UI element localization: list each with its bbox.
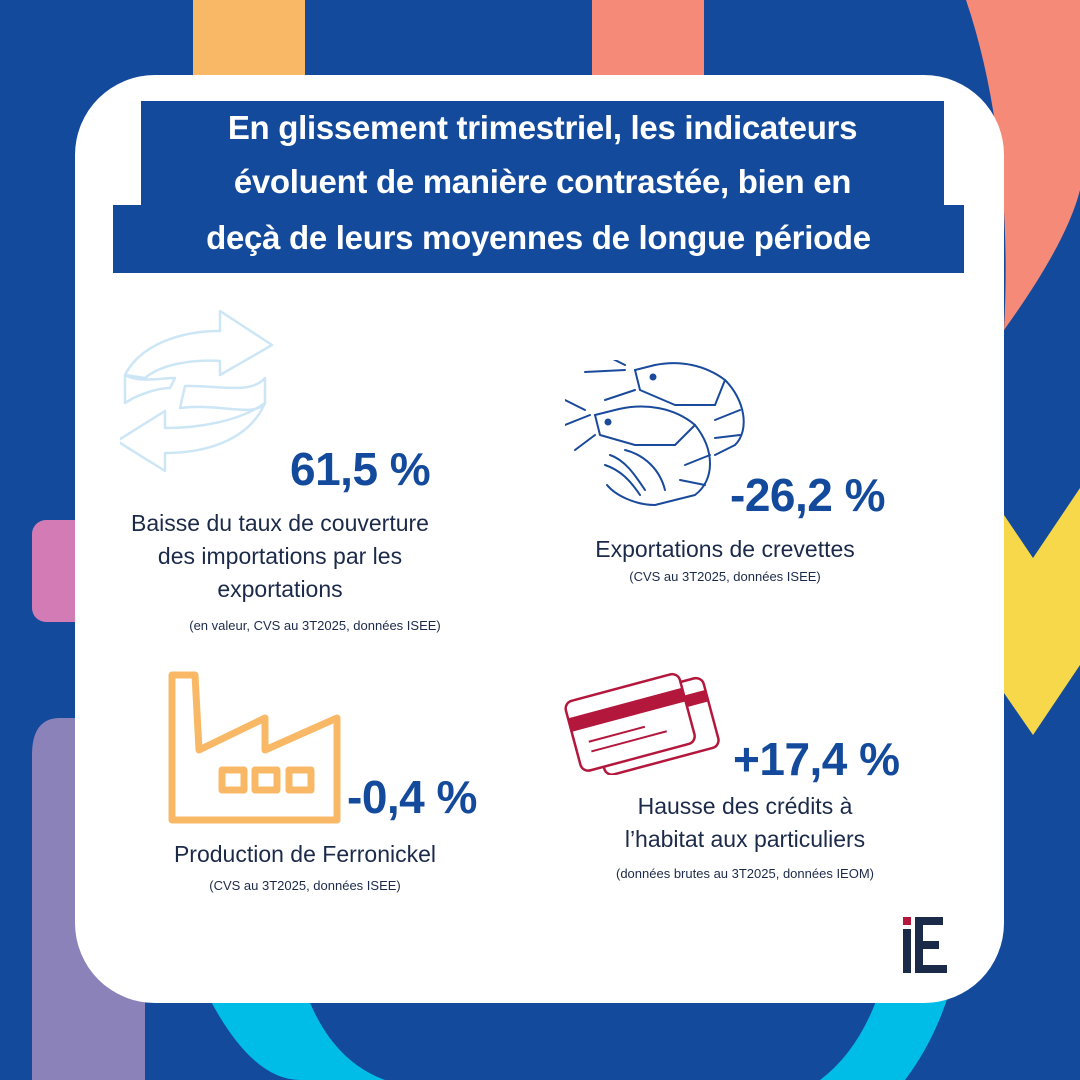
- exchange-arrows-icon: [120, 309, 274, 473]
- logo-i-stem: [903, 929, 911, 973]
- stat-label-line: Baisse du taux de couverture: [131, 510, 429, 536]
- stat-label-shrimp-exports: Exportations de crevettes: [555, 533, 895, 566]
- headline-line-3: deçà de leurs moyennes de longue période: [113, 205, 964, 273]
- stat-label-line: exportations: [217, 576, 343, 602]
- stat-value-coverage-rate: 61,5 %: [290, 443, 431, 495]
- logo-e: [915, 917, 947, 973]
- cyan-ring: [205, 990, 385, 1080]
- salmon-circle: [966, 0, 1080, 330]
- stat-note-shrimp-exports: (CVS au 3T2025, données ISEE): [629, 569, 821, 584]
- stat-value-ferronickel: -0,4 %: [347, 771, 477, 823]
- credit-cards-icon: [564, 672, 720, 775]
- headline-line-2: évoluent de manière contrastée, bien en: [233, 163, 852, 200]
- stat-label-line: Hausse des crédits à: [637, 793, 853, 819]
- yellow-chevron: [1004, 488, 1080, 735]
- stat-note-ferronickel: (CVS au 3T2025, données ISEE): [209, 878, 401, 893]
- shrimp-icon: [565, 360, 745, 506]
- headline-block-top: En glissement trimestriel, les indicateu…: [141, 101, 944, 209]
- ieom-logo: [903, 917, 947, 973]
- stat-label-housing-credit: Hausse des crédits à l’habitat aux parti…: [575, 790, 915, 856]
- stat-value-housing-credit: +17,4 %: [733, 733, 900, 785]
- stat-label-line: Production de Ferronickel: [173, 841, 437, 867]
- stat-note-housing-credit: (données brutes au 3T2025, données IEOM): [616, 866, 874, 881]
- stat-label-line: Exportations de crevettes: [595, 536, 855, 562]
- factory-icon: [168, 671, 341, 824]
- stat-note-coverage-rate: (en valeur, CVS au 3T2025, données ISEE): [189, 618, 441, 633]
- content-card: En glissement trimestriel, les indicateu…: [75, 75, 1004, 1003]
- stat-label-coverage-rate: Baisse du taux de couverture des importa…: [115, 507, 445, 606]
- cyan-ring-right: [820, 990, 950, 1080]
- stat-label-ferronickel: Production de Ferronickel: [155, 838, 455, 871]
- stat-label-line: l’habitat aux particuliers: [624, 826, 866, 852]
- headline-line-1: En glissement trimestriel, les indicateu…: [227, 109, 858, 146]
- stat-label-line: des importations par les: [157, 543, 403, 569]
- stat-value-shrimp-exports: -26,2 %: [730, 469, 886, 521]
- logo-dot: [903, 917, 911, 925]
